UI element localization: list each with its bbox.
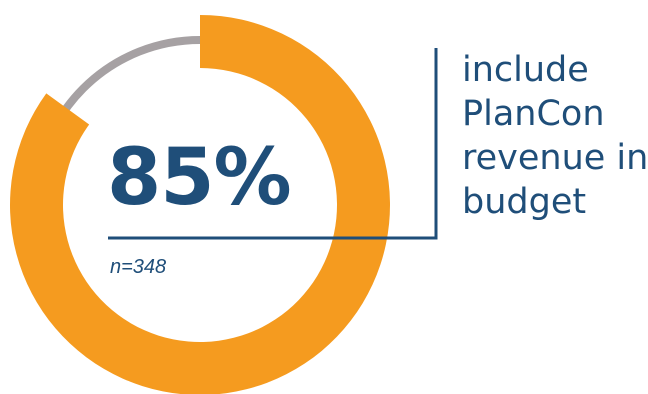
sample-size-label: n=348 [110, 256, 167, 278]
caption-line: revenue in [462, 138, 648, 178]
percentage-value: 85% [107, 133, 292, 223]
caption-line: PlanCon [462, 94, 605, 134]
callout-caption: include PlanCon revenue in budget [462, 48, 648, 224]
caption-line: budget [462, 182, 587, 222]
caption-line: include [462, 50, 589, 90]
